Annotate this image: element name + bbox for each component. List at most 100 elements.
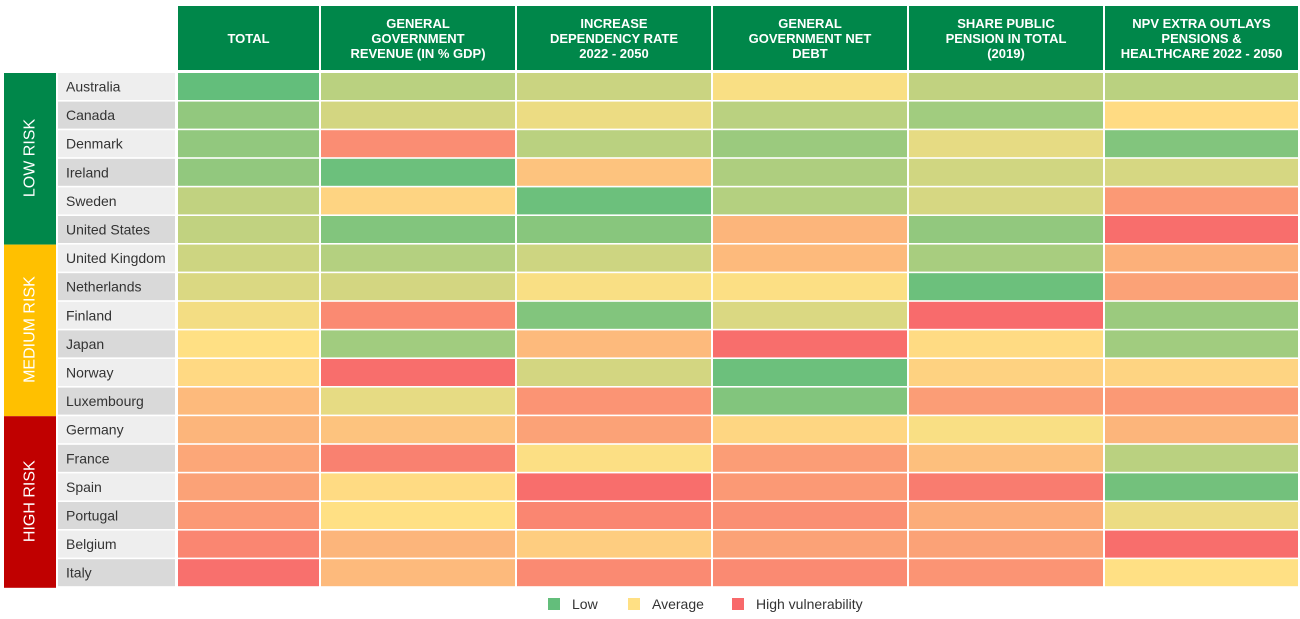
heatmap-cell bbox=[517, 273, 711, 301]
row-label: Japan bbox=[66, 336, 104, 352]
heatmap-cell bbox=[909, 387, 1103, 415]
heatmap-cell bbox=[909, 416, 1103, 444]
heatmap-cell bbox=[713, 244, 907, 272]
heatmap-cell bbox=[713, 273, 907, 301]
heatmap-cell bbox=[517, 416, 711, 444]
heatmap-cell bbox=[517, 559, 711, 587]
risk-group-label: LOW RISK bbox=[22, 119, 39, 198]
heatmap-cell bbox=[321, 101, 515, 129]
heatmap-cell bbox=[517, 216, 711, 243]
column-header-bg-1 bbox=[321, 6, 515, 70]
row-label: Australia bbox=[66, 79, 121, 95]
row-label-bg bbox=[58, 158, 175, 186]
heatmap-cell bbox=[1105, 130, 1298, 158]
row-label-bg bbox=[58, 530, 175, 558]
column-header-text: (2019) bbox=[987, 46, 1025, 61]
row-label-bg bbox=[58, 187, 175, 215]
heatmap-cell bbox=[713, 73, 907, 100]
heatmap-cell bbox=[713, 130, 907, 158]
heatmap-cell bbox=[713, 559, 907, 587]
column-header-text: GENERAL bbox=[778, 16, 842, 31]
heatmap-cell bbox=[1105, 187, 1298, 215]
row-label-bg bbox=[58, 301, 175, 329]
heatmap-cell bbox=[909, 444, 1103, 472]
row-label-bg bbox=[58, 73, 175, 100]
row-label: Belgium bbox=[66, 536, 117, 552]
heatmap-cell bbox=[713, 301, 907, 329]
heatmap-cell bbox=[178, 130, 319, 158]
heatmap-cell bbox=[1105, 244, 1298, 272]
heatmap-cell bbox=[178, 387, 319, 415]
column-header-text: PENSIONS & bbox=[1161, 31, 1241, 46]
row-label-bg bbox=[58, 101, 175, 129]
row-label-bg bbox=[58, 244, 175, 272]
column-header-text: 2022 - 2050 bbox=[579, 46, 648, 61]
row-label: United Kingdom bbox=[66, 250, 166, 266]
risk-group-bar-1 bbox=[4, 244, 56, 417]
heatmap-cell bbox=[517, 101, 711, 129]
column-header-text: HEALTHCARE 2022 - 2050 bbox=[1121, 46, 1283, 61]
heatmap-cell bbox=[909, 530, 1103, 558]
heatmap-cell bbox=[321, 559, 515, 587]
heatmap-cell bbox=[909, 187, 1103, 215]
legend-swatch bbox=[628, 598, 640, 610]
heatmap-cell bbox=[1105, 273, 1298, 301]
heatmap-cell bbox=[713, 158, 907, 186]
heatmap-cell bbox=[713, 101, 907, 129]
column-header-text: INCREASE bbox=[580, 16, 648, 31]
heatmap-cell bbox=[178, 444, 319, 472]
risk-group-bar-2 bbox=[4, 416, 56, 588]
row-label: Portugal bbox=[66, 508, 118, 524]
heatmap-cell bbox=[321, 216, 515, 243]
column-header-text: GOVERNMENT bbox=[371, 31, 464, 46]
column-header-text: NPV EXTRA OUTLAYS bbox=[1132, 16, 1271, 31]
heatmap-cell bbox=[1105, 359, 1298, 386]
row-label: Sweden bbox=[66, 193, 117, 209]
heatmap-cell bbox=[178, 216, 319, 243]
heatmap-cell bbox=[321, 244, 515, 272]
column-header-text: GOVERNMENT NET bbox=[749, 31, 872, 46]
heatmap-cell bbox=[909, 473, 1103, 501]
heatmap-cell bbox=[321, 473, 515, 501]
heatmap-cell bbox=[178, 559, 319, 587]
heatmap-cell bbox=[713, 359, 907, 386]
heatmap-cell bbox=[321, 130, 515, 158]
row-label-bg bbox=[58, 130, 175, 158]
heatmap-cell bbox=[713, 502, 907, 529]
heatmap-cell bbox=[517, 330, 711, 358]
row-label-bg bbox=[58, 502, 175, 529]
heatmap-cell bbox=[517, 244, 711, 272]
row-label: Spain bbox=[66, 479, 102, 495]
heatmap-cell bbox=[517, 73, 711, 100]
heatmap-cell bbox=[1105, 330, 1298, 358]
heatmap-cell bbox=[178, 530, 319, 558]
heatmap-cell bbox=[1105, 73, 1298, 100]
heatmap-cell bbox=[517, 158, 711, 186]
heatmap-cell bbox=[321, 530, 515, 558]
heatmap-cell bbox=[713, 416, 907, 444]
heatmap-cell bbox=[178, 416, 319, 444]
heatmap-cell bbox=[517, 530, 711, 558]
heatmap-cell bbox=[713, 530, 907, 558]
column-header-bg-4 bbox=[909, 6, 1103, 70]
heatmap-cell bbox=[909, 502, 1103, 529]
heatmap-cell bbox=[909, 359, 1103, 386]
legend-swatch bbox=[548, 598, 560, 610]
heatmap-cell bbox=[909, 244, 1103, 272]
row-label-bg bbox=[58, 330, 175, 358]
legend-label: Average bbox=[652, 596, 704, 612]
heatmap-cell bbox=[1105, 530, 1298, 558]
heatmap-cell bbox=[517, 301, 711, 329]
row-label-bg bbox=[58, 216, 175, 243]
heatmap-cell bbox=[1105, 301, 1298, 329]
row-label: Finland bbox=[66, 307, 112, 323]
heatmap-cell bbox=[909, 559, 1103, 587]
row-label: Germany bbox=[66, 422, 124, 438]
heatmap-cell bbox=[517, 130, 711, 158]
heatmap-cell bbox=[517, 444, 711, 472]
heatmap-cell bbox=[321, 301, 515, 329]
heatmap-cell bbox=[178, 158, 319, 186]
row-label: Norway bbox=[66, 365, 113, 381]
